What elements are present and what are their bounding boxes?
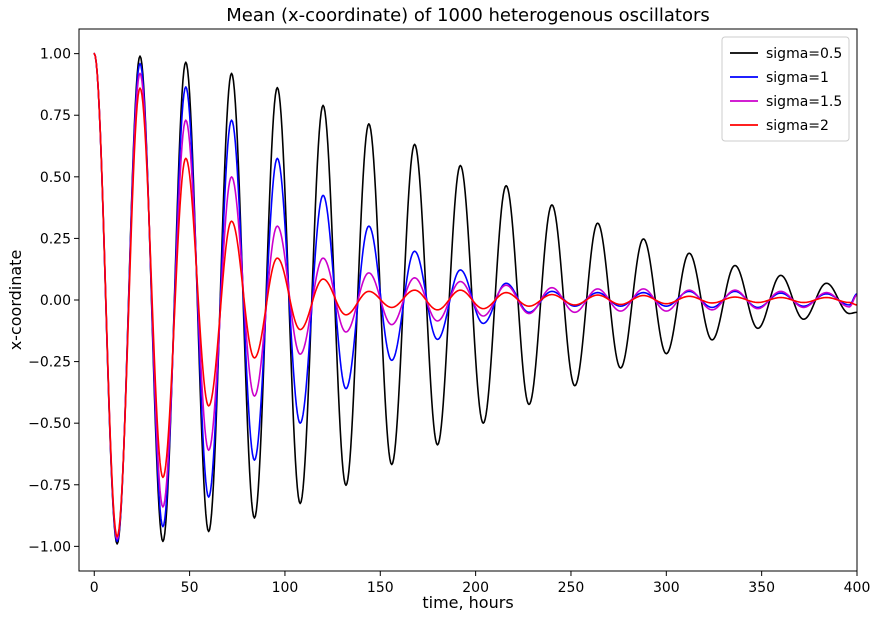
legend-item: sigma=0.5 [730,46,842,62]
legend-label: sigma=1.5 [766,94,842,110]
x-tick-label: 150 [367,580,394,596]
legend-item: sigma=1.5 [730,94,842,110]
x-tick-label: 250 [558,580,585,596]
series-line-sigma-2 [93,52,857,538]
legend-label: sigma=0.5 [766,46,842,62]
y-tick-label: −0.25 [28,355,71,371]
legend-label: sigma=2 [766,118,829,134]
y-tick-label: −0.75 [28,478,71,494]
plot-area [78,28,858,572]
y-tick-label: 0.50 [40,170,71,186]
y-tick-label: 0.00 [40,293,71,309]
legend: sigma=0.5 sigma=1 sigma=1.5 sigma=2 [721,36,850,142]
x-axis-label: time, hours [422,593,513,612]
x-tick-label: 300 [653,580,680,596]
x-tick-label: 50 [181,580,199,596]
chart-title: Mean (x-coordinate) of 1000 heterogenous… [226,5,710,26]
y-tick-label: 1.00 [40,47,71,63]
x-tick-label: 200 [462,580,489,596]
legend-box [721,36,850,142]
legend-label: sigma=1 [766,70,829,86]
x-tick-label: 100 [272,580,299,596]
y-axis-label: x-coordinate [6,250,25,351]
y-axis: −1.00 −0.75 −0.50 −0.25 0.00 0.25 0.50 0.75 1.00 [28,47,79,555]
x-tick-label: 0 [90,580,99,596]
y-tick-label: 0.25 [40,231,71,247]
series-layer [93,52,857,545]
x-axis: 0 50 100 150 200 250 300 350 400 [90,571,871,596]
x-tick-label: 400 [844,580,871,596]
legend-item: sigma=2 [730,118,829,134]
x-tick-label: 350 [748,580,775,596]
y-tick-label: −1.00 [28,539,71,555]
y-tick-label: 0.75 [40,108,71,124]
legend-item: sigma=1 [730,70,829,86]
y-tick-label: −0.50 [28,416,71,432]
